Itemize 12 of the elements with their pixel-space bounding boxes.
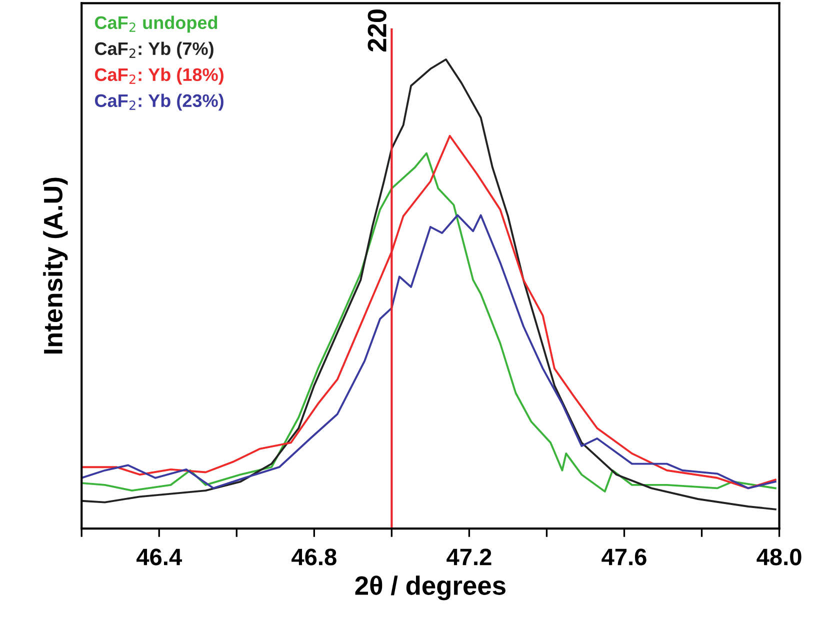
text: 220 [368,9,386,52]
text: CaF$_{2}$ undoped [94,16,218,33]
x-tick-label: 47.6 [602,548,646,566]
x-tick-label: 46.4 [136,548,182,566]
text: CaF$_{2}$: Yb (23%) [94,94,224,111]
x-tick-label: 48.0 [756,548,802,566]
x-tick-label: 47.2 [446,548,492,566]
text: CaF$_{2}$: Yb (18%) [94,68,224,85]
x-axis-title: 2θ / degrees [355,576,506,600]
text: CaF$_{2}$: Yb (7%) [94,42,214,59]
x-tick-label: 46.8 [292,548,336,566]
y-axis-title: Intensity (A.U) [43,178,68,354]
